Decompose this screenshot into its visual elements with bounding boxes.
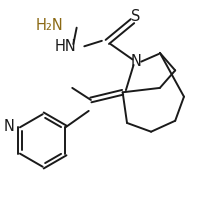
Text: N: N (130, 54, 141, 69)
Text: S: S (131, 9, 140, 24)
Text: N: N (4, 119, 14, 134)
Text: HN: HN (55, 39, 77, 54)
Text: H₂N: H₂N (36, 18, 64, 33)
